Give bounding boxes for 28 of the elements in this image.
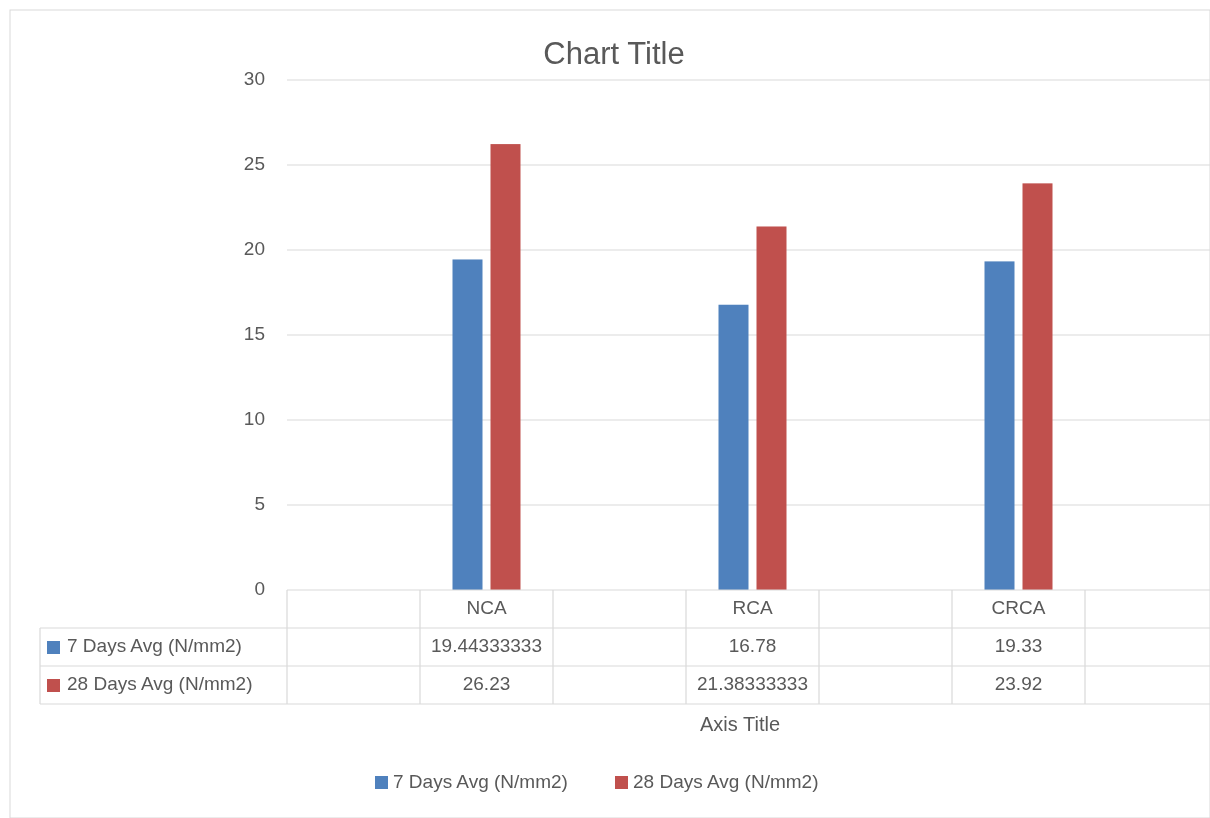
bar — [756, 226, 787, 590]
bar — [1022, 183, 1053, 590]
x-tick-label: RCA — [732, 597, 773, 619]
y-tick-label: 5 — [254, 493, 265, 515]
legend-label: 7 Days Avg (N/mm2) — [393, 771, 568, 793]
data-label: 16.78 — [728, 635, 777, 657]
x-tick-label: CRCA — [991, 597, 1046, 619]
x-tick-label: NCA — [466, 597, 507, 619]
y-tick-label: 30 — [243, 68, 265, 90]
text: 7 Days Avg (N/mm2) — [67, 635, 242, 657]
legend-label: 28 Days Avg (N/mm2) — [633, 771, 819, 793]
data-label: 23.92 — [994, 673, 1043, 695]
data-label: 26.23 — [462, 673, 511, 695]
y-tick-label: 15 — [243, 323, 265, 345]
bar — [490, 144, 521, 590]
bar — [984, 261, 1015, 590]
chart-title: Chart Title — [543, 36, 685, 72]
x-axis-title: Axis Title — [699, 713, 781, 736]
y-tick-label: 0 — [254, 578, 265, 600]
data-label: 21.38333333 — [697, 673, 808, 695]
bar — [452, 259, 483, 590]
bar — [718, 304, 749, 590]
text: 28 Days Avg (N/mm2) — [67, 673, 253, 695]
y-tick-label: 25 — [243, 153, 265, 175]
y-tick-label: 10 — [243, 408, 265, 430]
data-label: 19.44333333 — [431, 635, 542, 657]
data-label: 19.33 — [994, 635, 1043, 657]
y-tick-label: 20 — [243, 238, 265, 260]
